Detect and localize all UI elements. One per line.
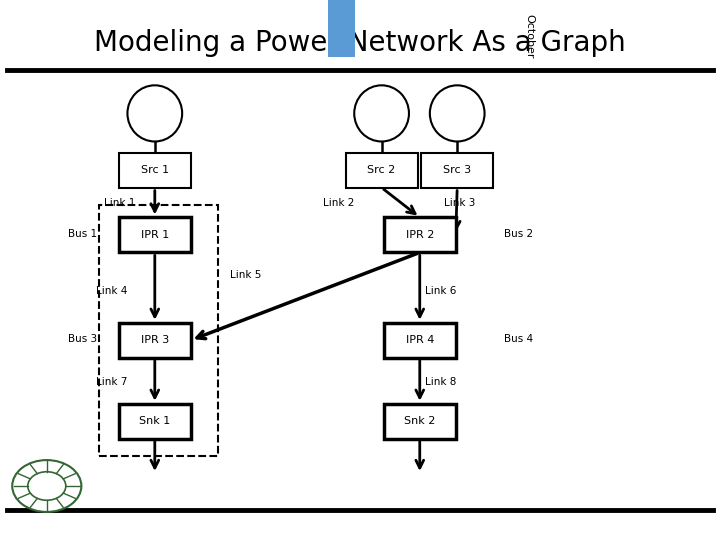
Text: Bus 1: Bus 1: [68, 229, 97, 239]
Text: Link 1: Link 1: [104, 198, 136, 207]
Text: Modeling a Power Network As a Graph: Modeling a Power Network As a Graph: [94, 29, 626, 57]
Ellipse shape: [430, 85, 485, 141]
Text: Link 5: Link 5: [230, 271, 262, 280]
Text: IPR 3: IPR 3: [140, 335, 169, 345]
Bar: [119, 152, 191, 187]
Ellipse shape: [354, 85, 409, 141]
Text: IPR 2: IPR 2: [405, 230, 434, 240]
Bar: [346, 152, 418, 187]
Bar: [119, 322, 191, 357]
Text: IPR 1: IPR 1: [140, 230, 169, 240]
Bar: [99, 205, 218, 456]
Text: Src 2: Src 2: [367, 165, 396, 175]
Text: Link 8: Link 8: [425, 377, 456, 387]
Text: Bus 4: Bus 4: [504, 334, 533, 344]
Text: Link 2: Link 2: [323, 198, 354, 207]
Text: Snk 2: Snk 2: [404, 416, 436, 426]
Circle shape: [12, 460, 81, 512]
Text: Bus 2: Bus 2: [504, 229, 533, 239]
Text: Link 3: Link 3: [444, 198, 476, 207]
Bar: [384, 404, 456, 438]
Text: Src 3: Src 3: [443, 165, 472, 175]
Text: Link 7: Link 7: [96, 377, 127, 387]
Bar: [119, 217, 191, 252]
Text: Src 1: Src 1: [140, 165, 169, 175]
Text: IPR 4: IPR 4: [405, 335, 434, 345]
Bar: [119, 404, 191, 438]
Text: Link 6: Link 6: [425, 286, 456, 295]
Bar: [384, 322, 456, 357]
Ellipse shape: [127, 85, 182, 141]
Text: October: October: [524, 14, 534, 58]
Text: Link 4: Link 4: [96, 286, 127, 295]
Bar: [384, 217, 456, 252]
Bar: [328, 0, 355, 57]
Circle shape: [28, 472, 66, 500]
Text: Snk 1: Snk 1: [139, 416, 171, 426]
Bar: [421, 152, 493, 187]
Text: Bus 3: Bus 3: [68, 334, 97, 344]
